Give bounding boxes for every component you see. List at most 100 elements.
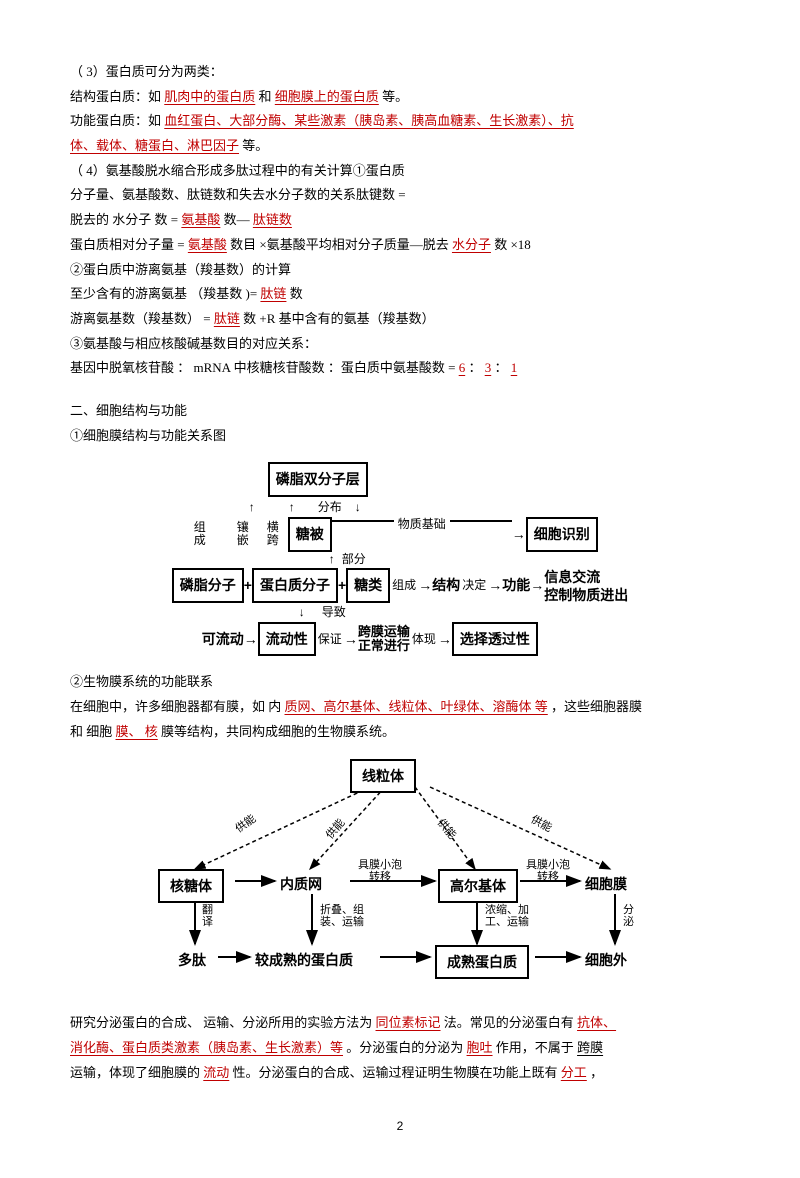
- txt: 内质网: [280, 871, 322, 898]
- diagram-secretory: 线粒体 供能 供能 供能 供能 核糖体 内质网 具膜小泡转移 高尔基体 具膜小泡…: [70, 759, 730, 998]
- lbl: 翻译: [202, 904, 213, 928]
- answer: 抗体、: [577, 1015, 616, 1030]
- lbl: 横跨: [258, 521, 288, 547]
- answer: 氨基酸: [188, 237, 227, 252]
- box: 细胞识别: [526, 517, 598, 552]
- arrow-icon: →: [512, 521, 526, 548]
- answer: 肽链: [260, 286, 286, 301]
- txt: 信息交流: [544, 568, 628, 586]
- answer: 6: [459, 360, 466, 375]
- answer: 肽链数: [253, 212, 292, 227]
- t: 法。常见的分泌蛋白有: [444, 1015, 577, 1030]
- t: 数: [290, 286, 303, 301]
- lbl: 具膜小泡转移: [358, 859, 402, 883]
- box: 磷脂分子: [172, 568, 244, 603]
- line: 游离氨基数（羧基数） = 肽链 数 +R 基中含有的氨基（羧基数）: [70, 307, 730, 332]
- txt: 跨膜运输正常进行: [358, 625, 410, 654]
- lbl: ↑: [232, 496, 272, 519]
- plus: +: [338, 572, 346, 599]
- arrow-icon: →: [344, 626, 358, 653]
- lbl: 镶嵌: [228, 521, 258, 547]
- txt: 控制物质进出: [544, 586, 628, 604]
- diagram-membrane: 磷脂双分子层 ↑ ↑ 分布 ↓ 组成 镶嵌 横跨 糖被 物质基础 → 细胞识别 …: [70, 462, 730, 656]
- t: ，: [590, 1065, 603, 1080]
- line: 基因中脱氧核苷酸 ： mRNA 中核糖核苷酸数 ：蛋白质中氨基酸数 = 6 ： …: [70, 356, 730, 381]
- t: ，这些细胞器膜: [551, 699, 642, 714]
- t: 等。: [242, 138, 268, 153]
- line: 体、载体、糖蛋白、淋巴因子 等。: [70, 134, 730, 159]
- box: 糖类: [346, 568, 390, 603]
- box: 成熟蛋白质: [435, 945, 529, 980]
- line: 分子量、氨基酸数、肽链数和失去水分子数的关系肽键数 =: [70, 183, 730, 208]
- box: 核糖体: [158, 869, 224, 904]
- answer: 跨膜: [577, 1040, 603, 1055]
- answer: 胞吐: [467, 1040, 493, 1055]
- txt: 细胞外: [585, 947, 627, 974]
- line: ②蛋白质中游离氨基（羧基数）的计算: [70, 258, 730, 283]
- t: 和: [259, 89, 275, 104]
- box: 线粒体: [350, 759, 416, 794]
- answer: 水分子: [452, 237, 491, 252]
- answer: 1: [511, 360, 518, 375]
- line: 消化酶、蛋白质类激素（胰岛素、生长激素）等 。分泌蛋白的分泌为 胞吐 作用，不属…: [70, 1036, 730, 1061]
- answer: 肌肉中的蛋白质: [164, 89, 255, 104]
- lbl: 折叠、组装、运输: [320, 904, 364, 928]
- txt: 细胞膜: [585, 871, 627, 898]
- body-text: （ 3）蛋白质可分为两类： 结构蛋白质：如 肌肉中的蛋白质 和 细胞膜上的蛋白质…: [70, 60, 730, 1085]
- answer: 质网、高尔基体、线粒体、叶绿体、溶酶体 等: [285, 699, 548, 714]
- t: 作用，不属于: [496, 1040, 577, 1055]
- page-number: 2: [70, 1115, 730, 1138]
- t: 性。分泌蛋白的合成、运输过程证明生物膜在功能上既有: [233, 1065, 561, 1080]
- answer: 氨基酸: [181, 212, 220, 227]
- t: 蛋白质相对分子量 =: [70, 237, 185, 252]
- t: ：: [468, 360, 481, 375]
- t: ：: [494, 360, 507, 375]
- box: 流动性: [258, 622, 316, 657]
- txt: 多肽: [178, 947, 206, 974]
- line: 结构蛋白质：如 肌肉中的蛋白质 和 细胞膜上的蛋白质 等。: [70, 85, 730, 110]
- line: 在细胞中，许多细胞器都有膜，如 内 质网、高尔基体、线粒体、叶绿体、溶酶体 等 …: [70, 695, 730, 720]
- lbl: 体现: [410, 628, 438, 651]
- answer: 细胞膜上的蛋白质: [275, 89, 379, 104]
- sub-title: ②生物膜系统的功能联系: [70, 670, 730, 695]
- lbl: 决定: [460, 574, 488, 597]
- lbl: 导致: [322, 601, 346, 624]
- lbl: 物质基础: [332, 520, 512, 545]
- t: 等。: [382, 89, 408, 104]
- box: 高尔基体: [438, 869, 518, 904]
- t: 数—: [224, 212, 253, 227]
- lbl: ↓: [348, 496, 368, 519]
- lbl: 分泌: [623, 904, 634, 928]
- answer: 膜、 核: [116, 724, 158, 739]
- t: 基因中脱氧核苷酸 ： mRNA 中核糖核苷酸数 ：蛋白质中氨基酸数 =: [70, 360, 455, 375]
- t: 。分泌蛋白的分泌为: [346, 1040, 466, 1055]
- txt: 结构: [432, 572, 460, 599]
- t: 和 细胞: [70, 724, 112, 739]
- line: 至少含有的游离氨基 （羧基数 )= 肽链 数: [70, 282, 730, 307]
- lbl: 组成: [172, 521, 228, 547]
- arrow-icon: →: [418, 572, 432, 599]
- txt: 功能: [502, 572, 530, 599]
- txt: 可流动: [202, 626, 244, 653]
- line: 功能蛋白质：如 血红蛋白、大部分酶、某些激素（胰岛素、胰高血糖素、生长激素）、抗: [70, 109, 730, 134]
- answer: 流动: [203, 1065, 229, 1080]
- lbl: ↓: [282, 601, 322, 624]
- t: 数 ×18: [494, 237, 531, 252]
- answer: 肽链: [214, 311, 240, 326]
- lbl: 具膜小泡转移: [526, 859, 570, 883]
- answer: 3: [485, 360, 492, 375]
- answer: 分工: [561, 1065, 587, 1080]
- line: 脱去的 水分子 数 = 氨基酸 数— 肽链数: [70, 208, 730, 233]
- sub-title: ①细胞膜结构与功能关系图: [70, 424, 730, 449]
- t: 游离氨基数（羧基数） =: [70, 311, 211, 326]
- box: 选择透过性: [452, 622, 538, 657]
- answer: 同位素标记: [376, 1015, 441, 1030]
- t: 膜等结构，共同构成细胞的生物膜系统。: [161, 724, 395, 739]
- lbl: 浓缩、加工、运输: [485, 904, 529, 928]
- answer: 消化酶、蛋白质类激素（胰岛素、生长激素）等: [70, 1040, 343, 1055]
- lbl: 保证: [316, 628, 344, 651]
- t: 数 +R 基中含有的氨基（羧基数）: [243, 311, 435, 326]
- box: 磷脂双分子层: [268, 462, 368, 497]
- t: 运输，体现了细胞膜的: [70, 1065, 203, 1080]
- box: 糖被: [288, 517, 332, 552]
